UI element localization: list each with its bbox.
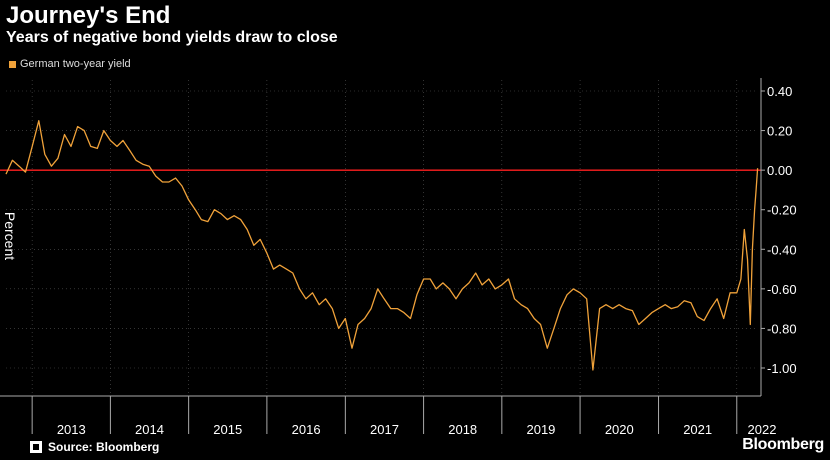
legend-label: German two-year yield	[20, 58, 131, 70]
x-tick-label: 2015	[213, 422, 242, 437]
chart-title: Journey's End	[6, 2, 171, 29]
source-icon	[30, 441, 42, 453]
x-axis: 2013 2014 2015 2016 2017 2018 2019 2020 2021 2022	[0, 395, 777, 437]
y-tick-label: -0.40	[767, 242, 797, 257]
legend-swatch	[9, 60, 16, 68]
x-tick-label: 2021	[683, 422, 712, 437]
y-tick-label: -0.80	[767, 321, 797, 336]
x-tick-label: 2018	[448, 422, 477, 437]
y-tick-label: 0.20	[767, 124, 792, 139]
x-tick-label: 2014	[135, 422, 164, 437]
brand-logo: Bloomberg	[742, 436, 824, 453]
source-text: Source: Bloomberg	[48, 440, 160, 454]
y-tick-label: -0.20	[767, 203, 797, 218]
x-tick-label: 2016	[292, 422, 321, 437]
series-line	[5, 120, 759, 371]
x-tick-label: 2013	[57, 422, 86, 437]
x-tick-label: 2019	[526, 422, 555, 437]
source-note: Source: Bloomberg	[30, 440, 159, 454]
chart-subtitle: Years of negative bond yields draw to cl…	[6, 29, 338, 46]
y-axis: 0.40 0.20 0.00 -0.20 -0.40 -0.60 -0.80 -1.00	[760, 78, 797, 396]
y-tick-label: -0.60	[767, 282, 797, 297]
y-tick-label: 0.00	[767, 163, 792, 178]
grid-lines	[6, 80, 758, 396]
x-tick-label: 2022	[748, 422, 777, 437]
x-tick-label: 2017	[370, 422, 399, 437]
y-tick-label: 0.40	[767, 84, 792, 99]
legend: German two-year yield	[9, 58, 131, 70]
x-tick-label: 2020	[605, 422, 634, 437]
y-tick-label: -1.00	[767, 361, 797, 376]
y-axis-label: Percent	[2, 211, 19, 261]
series-lines	[5, 120, 759, 371]
